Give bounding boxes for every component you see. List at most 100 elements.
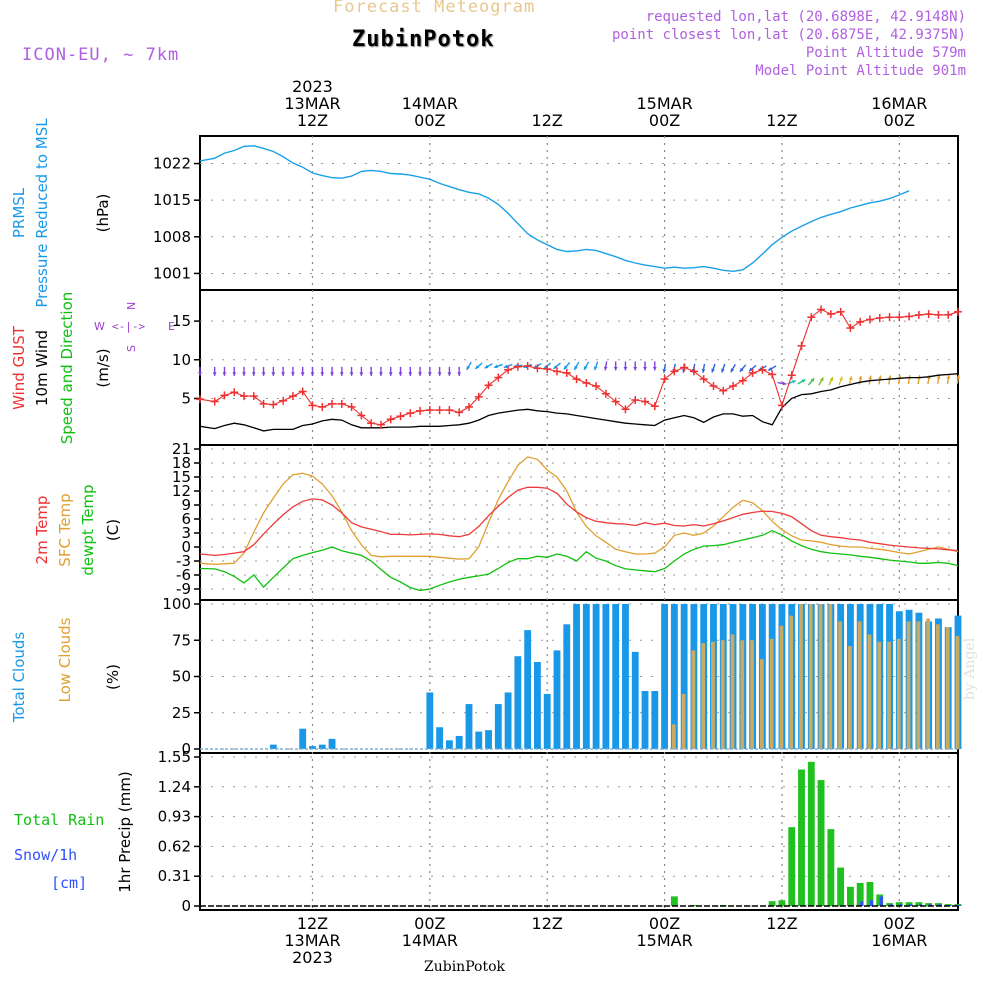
total-cloud-bar (631, 651, 639, 749)
low-cloud-bar (847, 646, 852, 749)
snow-bar (938, 904, 942, 906)
wind-arrow-head (633, 366, 638, 371)
total-cloud-bar (641, 691, 649, 749)
model-altitude: Model Point Altitude 901m (755, 63, 966, 79)
total-cloud-bar (455, 735, 463, 749)
total-cloud-bar (426, 692, 434, 749)
y-tick-label: 12 (172, 482, 191, 500)
total-cloud-bar (299, 728, 307, 749)
wind-arrow-head (310, 372, 315, 376)
wind-arrow-head (792, 380, 796, 384)
time-label-bottom: 00Z (884, 914, 915, 933)
snow-bar (860, 901, 864, 906)
time-label-bottom: 16MAR (871, 931, 927, 950)
low-cloud-bar (936, 624, 940, 749)
total-cloud-bar (612, 604, 620, 749)
total-cloud-bar (661, 604, 669, 749)
rain-bar (866, 881, 874, 906)
wind-arrow-head (212, 372, 217, 376)
y-tick-label: -9 (176, 580, 191, 598)
total-cloud-bar (573, 604, 580, 749)
low-cloud-bar (730, 634, 735, 749)
wind-arrow-head (349, 372, 354, 376)
wind-arrow-head (503, 364, 508, 369)
wind-arrow-head (878, 375, 882, 380)
rain-bar (768, 901, 776, 906)
total-cloud-bar (592, 604, 600, 749)
low-cloud-bar (750, 640, 754, 749)
total-cloud-bar (622, 604, 629, 749)
compass-n: N (125, 302, 138, 310)
y-tick-label: 50 (172, 668, 191, 686)
location-title: ZubinPotok (352, 27, 495, 52)
low-cloud-bar (818, 604, 823, 749)
snow-bar (869, 900, 874, 906)
y-tick-label: 3 (181, 524, 191, 542)
time-label-top: 00Z (414, 111, 445, 130)
low-cloud-bar (671, 724, 676, 749)
total-cloud-bar (602, 604, 610, 749)
snow-bar (899, 904, 903, 906)
total-cloud-bar (514, 656, 522, 749)
wind-arrow-head (839, 376, 843, 381)
wind-arrow-head (475, 365, 480, 369)
time-label-top: 15MAR (636, 94, 692, 113)
wind-arrow-head (810, 378, 815, 383)
wind-arrow-head (730, 368, 735, 373)
total-cloud-bar (543, 693, 551, 749)
wind-arrow-head (290, 372, 295, 376)
snow-bar (958, 905, 962, 906)
snow-bar (889, 904, 893, 906)
wind-arrow-head (603, 366, 608, 371)
y-tick-label: 5 (181, 389, 191, 407)
total-cloud-bar (309, 746, 316, 749)
y-tick-label: 6 (181, 510, 191, 528)
temp-2m-line (199, 486, 959, 557)
low-cloud-bar (740, 640, 745, 749)
low-cloud-bar (906, 621, 911, 749)
wind-arrow-head (721, 368, 725, 373)
y-tick-label: 0 (181, 740, 191, 758)
wind-arrow-head (251, 372, 256, 376)
wind-arrow-head (574, 365, 578, 370)
low-cloud-bar (720, 640, 725, 749)
wind-direction-label: Speed and Direction (58, 292, 76, 445)
total-cloud-bar (475, 731, 483, 749)
closest-coords: point closest lon,lat (20.6875E, 42.9375… (611, 27, 966, 43)
y-tick-label: 21 (172, 440, 191, 458)
wind-arrow-head (261, 372, 266, 376)
pressure-unit: (hPa) (94, 194, 112, 233)
wind-arrow-head (457, 372, 462, 376)
y-tick-label: 18 (172, 454, 191, 472)
model-name: ICON-EU, ~ 7km (22, 45, 180, 65)
total-cloud-bar (504, 692, 512, 749)
y-tick-label: 10 (172, 351, 191, 369)
clouds-unit: (%) (104, 664, 122, 690)
time-label-bottom: 12Z (297, 914, 328, 933)
wind-arrow-head (330, 372, 334, 376)
time-label-bottom: 00Z (649, 914, 680, 933)
wind-arrow-head (768, 367, 773, 371)
dewpt-temp-line (199, 529, 959, 592)
rain-bar (778, 900, 786, 906)
wind-arrow-head (829, 377, 834, 382)
total-cloud-bar (582, 604, 590, 749)
low-cloud-bar (779, 625, 784, 749)
low-clouds-label: Low Clouds (56, 617, 74, 702)
wind-arrow-head (437, 372, 442, 376)
low-cloud-bar (711, 641, 715, 749)
low-cloud-bar (759, 659, 764, 749)
total-cloud-bar (651, 691, 659, 749)
wind-arrow-head (300, 372, 305, 376)
y-tick-label: 1.55 (158, 748, 191, 766)
time-label-bottom: 15MAR (636, 931, 692, 950)
y-tick-label: 9 (181, 496, 191, 514)
low-cloud-bar (789, 615, 794, 749)
wind-arrow-head (739, 367, 744, 372)
wind-arrow-head (427, 372, 432, 376)
wind-arrow-head (418, 372, 422, 376)
total-cloud-bar (269, 744, 277, 749)
rain-bar (788, 827, 796, 906)
